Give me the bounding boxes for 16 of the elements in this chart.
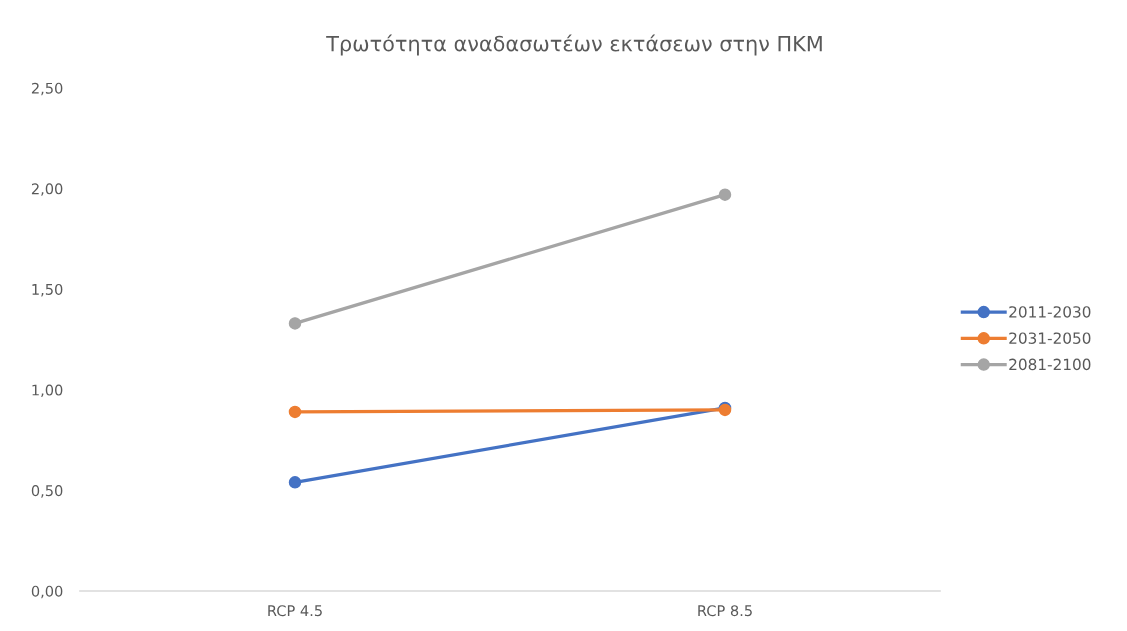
y-tick-label: 0,50: [31, 485, 63, 498]
point: [718, 188, 732, 201]
point: [288, 317, 302, 330]
y-tick-label: 0,00: [31, 585, 63, 599]
y-tick-label: 1,00: [32, 384, 63, 398]
x-tick-label: RCP 4.5: [268, 605, 322, 617]
y-tick-label: 1,50: [32, 283, 63, 297]
chart-title: Τρωτότητα αναδασωτέων εκτάσεων στην ΠΚΜ: [326, 34, 822, 56]
point: [288, 476, 302, 489]
x-tick-label: RCP 8.5: [698, 605, 752, 617]
legend-label: 2081-2100: [1009, 358, 1091, 371]
legend-label: 2011-2030: [1009, 306, 1091, 318]
y-tick-label: 2,50: [31, 82, 63, 96]
legend-label: 2031-2050: [1009, 332, 1091, 344]
y-tick-label: 2,00: [31, 183, 63, 196]
point: [288, 405, 302, 419]
